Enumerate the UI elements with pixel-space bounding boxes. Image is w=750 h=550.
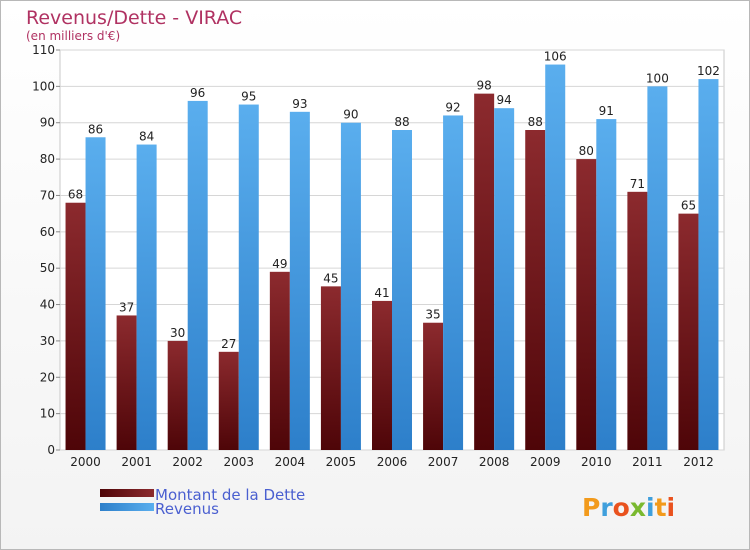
- value-label-dette-2008: 98: [477, 79, 492, 93]
- x-tick-label-2000: 2000: [70, 455, 101, 469]
- bar-dette-2006: [372, 300, 392, 450]
- bar-dette-2004: [269, 271, 290, 450]
- value-label-dette-2009: 88: [528, 115, 543, 129]
- y-tick-label-110: 110: [32, 43, 55, 57]
- legend: Montant de la Dette Revenus: [100, 486, 305, 518]
- legend-swatch-revenus: [100, 503, 154, 511]
- bars: [65, 64, 719, 451]
- value-label-revenus-2009: 106: [544, 50, 567, 64]
- bar-dette-2007: [423, 322, 444, 450]
- bar-dette-2009: [525, 130, 546, 450]
- y-tick-label-100: 100: [32, 79, 55, 93]
- bar-revenus-2003: [238, 104, 259, 450]
- bar-revenus-2007: [443, 115, 464, 451]
- y-tick-label-50: 50: [40, 261, 55, 275]
- bar-revenus-2010: [596, 119, 617, 450]
- value-label-dette-2004: 49: [272, 257, 287, 271]
- value-label-dette-2012: 65: [681, 199, 696, 213]
- value-labels: 68 37 30 27 49 45 41 35 98 88 80 71 65 86 84 96 95 93 90 88…: [68, 50, 720, 351]
- x-tick-label-2001: 2001: [121, 455, 152, 469]
- value-label-dette-2002: 30: [170, 326, 185, 340]
- x-tick-label-2010: 2010: [581, 455, 612, 469]
- legend-label-dette: Montant de la Dette: [155, 486, 305, 504]
- value-label-revenus-2008: 94: [497, 93, 512, 107]
- x-tick-label-2007: 2007: [428, 455, 459, 469]
- value-label-dette-2006: 41: [374, 286, 389, 300]
- bar-dette-2001: [116, 315, 137, 450]
- legend-swatch-dette: [100, 489, 154, 497]
- bar-dette-2010: [576, 159, 597, 450]
- chart-title: Revenus/Dette - VIRAC: [26, 7, 242, 29]
- bar-revenus-2000: [85, 137, 106, 451]
- bar-dette-2008: [474, 93, 495, 451]
- value-label-dette-2007: 35: [425, 308, 440, 322]
- bar-revenus-2009: [545, 64, 566, 450]
- y-tick-label-40: 40: [40, 298, 55, 312]
- bar-revenus-2011: [647, 86, 668, 450]
- value-label-revenus-2001: 84: [139, 130, 154, 144]
- x-tick-label-2006: 2006: [377, 455, 408, 469]
- bar-revenus-2004: [289, 111, 310, 451]
- y-tick-label-30: 30: [40, 334, 55, 348]
- y-tick-label-70: 70: [40, 188, 55, 202]
- bar-dette-2000: [65, 202, 86, 450]
- x-tick-label-2009: 2009: [530, 455, 561, 469]
- y-tick-label-90: 90: [40, 116, 55, 130]
- bar-revenus-2002: [187, 100, 208, 450]
- value-label-revenus-2004: 93: [292, 97, 307, 111]
- bar-dette-2011: [627, 191, 648, 450]
- chart-subtitle: (en milliers d'€): [26, 29, 120, 43]
- x-tick-label-2004: 2004: [275, 455, 306, 469]
- y-axis: 0 10 20 30 40 50 60 70 80 90 100 110: [32, 43, 60, 457]
- x-tick-label-2002: 2002: [172, 455, 203, 469]
- bar-revenus-2006: [392, 130, 412, 450]
- value-label-dette-2005: 45: [323, 271, 338, 285]
- value-label-revenus-2006: 88: [394, 115, 409, 129]
- y-tick-label-80: 80: [40, 152, 55, 166]
- x-axis: 2000 2001 2002 2003 2004 2005 2006 2007 2008 2009…: [70, 455, 713, 469]
- x-tick-label-2008: 2008: [479, 455, 510, 469]
- value-label-dette-2003: 27: [221, 337, 236, 351]
- value-label-dette-2000: 68: [68, 188, 83, 202]
- bar-revenus-2008: [494, 108, 515, 450]
- bar-dette-2005: [320, 286, 341, 450]
- svg-text:Proxiti: Proxiti: [582, 493, 675, 522]
- value-label-revenus-2011: 100: [646, 71, 669, 85]
- x-tick-label-2005: 2005: [326, 455, 357, 469]
- y-tick-label-20: 20: [40, 370, 55, 384]
- value-label-dette-2010: 80: [579, 144, 594, 158]
- proxiti-logo: Proxiti: [582, 493, 675, 522]
- value-label-revenus-2002: 96: [190, 86, 205, 100]
- bar-dette-2012: [678, 213, 699, 450]
- value-label-revenus-2012: 102: [697, 64, 720, 78]
- y-tick-label-0: 0: [47, 443, 55, 457]
- value-label-dette-2011: 71: [630, 177, 645, 191]
- y-tick-label-60: 60: [40, 225, 55, 239]
- legend-label-revenus: Revenus: [155, 500, 219, 518]
- value-label-revenus-2003: 95: [241, 90, 256, 104]
- x-tick-label-2012: 2012: [683, 455, 714, 469]
- bar-dette-2002: [167, 340, 188, 450]
- value-label-revenus-2000: 86: [88, 122, 103, 136]
- value-label-dette-2001: 37: [119, 300, 134, 314]
- value-label-revenus-2007: 92: [445, 100, 460, 114]
- bar-dette-2003: [218, 351, 239, 450]
- y-tick-label-10: 10: [40, 407, 55, 421]
- bar-revenus-2012: [698, 79, 719, 450]
- x-tick-label-2011: 2011: [632, 455, 663, 469]
- x-tick-label-2003: 2003: [223, 455, 254, 469]
- bar-revenus-2001: [136, 144, 157, 450]
- bar-revenus-2005: [340, 122, 361, 451]
- value-label-revenus-2005: 90: [343, 108, 358, 122]
- value-label-revenus-2010: 91: [599, 104, 614, 118]
